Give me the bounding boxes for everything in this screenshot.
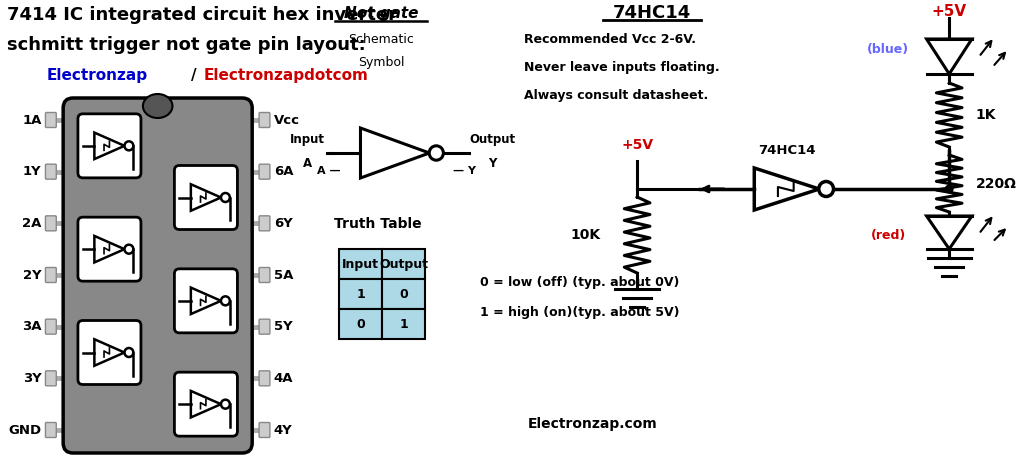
Ellipse shape (143, 94, 172, 118)
FancyBboxPatch shape (259, 422, 270, 437)
FancyBboxPatch shape (259, 267, 270, 283)
Text: 3Y: 3Y (23, 372, 42, 385)
Text: 4A: 4A (273, 372, 293, 385)
Text: 1: 1 (356, 288, 365, 301)
FancyBboxPatch shape (339, 249, 382, 279)
Text: /: / (191, 68, 197, 83)
Text: Y: Y (488, 156, 497, 170)
Circle shape (125, 245, 133, 254)
Circle shape (125, 348, 133, 357)
Text: +5V: +5V (622, 138, 653, 152)
Text: 0 = low (off) (typ. about 0V): 0 = low (off) (typ. about 0V) (479, 276, 679, 289)
Text: — Y: — Y (453, 166, 476, 176)
FancyBboxPatch shape (259, 112, 270, 128)
Text: Symbol: Symbol (358, 56, 404, 69)
Text: 5A: 5A (273, 268, 293, 282)
FancyBboxPatch shape (382, 249, 425, 279)
FancyBboxPatch shape (45, 164, 56, 179)
Text: Electronzap.com: Electronzap.com (528, 417, 657, 431)
FancyBboxPatch shape (45, 319, 56, 334)
Text: schmitt trigger not gate pin layout:: schmitt trigger not gate pin layout: (7, 36, 366, 54)
FancyBboxPatch shape (63, 98, 252, 453)
Text: 4Y: 4Y (273, 424, 293, 437)
Circle shape (945, 184, 953, 194)
Text: 6Y: 6Y (273, 217, 293, 230)
FancyBboxPatch shape (174, 372, 238, 436)
Text: 2A: 2A (23, 217, 42, 230)
Text: A: A (303, 156, 312, 170)
Text: 0: 0 (356, 318, 365, 331)
FancyBboxPatch shape (45, 267, 56, 283)
Text: 10K: 10K (570, 228, 601, 242)
Text: Schematic: Schematic (348, 33, 414, 46)
Text: 1K: 1K (976, 108, 996, 122)
Text: 1: 1 (399, 318, 409, 331)
Circle shape (221, 193, 229, 202)
Text: 0: 0 (399, 288, 409, 301)
FancyBboxPatch shape (45, 422, 56, 437)
Text: Input: Input (290, 132, 325, 146)
FancyBboxPatch shape (339, 309, 382, 339)
Text: Never leave inputs floating.: Never leave inputs floating. (524, 61, 720, 74)
Text: Output: Output (379, 258, 428, 271)
Text: 1A: 1A (23, 113, 42, 126)
Text: 74HC14: 74HC14 (612, 4, 691, 22)
Text: Recommended Vcc 2-6V.: Recommended Vcc 2-6V. (524, 33, 696, 46)
Text: Electronzap: Electronzap (46, 68, 147, 83)
FancyBboxPatch shape (259, 216, 270, 231)
FancyBboxPatch shape (174, 269, 238, 333)
Text: Input: Input (342, 258, 379, 271)
FancyBboxPatch shape (259, 164, 270, 179)
Text: Vcc: Vcc (273, 113, 300, 126)
Text: (red): (red) (870, 229, 906, 242)
Text: 7414 IC integrated circuit hex inverter: 7414 IC integrated circuit hex inverter (7, 6, 397, 24)
FancyBboxPatch shape (78, 217, 141, 281)
FancyBboxPatch shape (45, 112, 56, 128)
FancyBboxPatch shape (78, 114, 141, 178)
FancyBboxPatch shape (382, 309, 425, 339)
Text: +5V: +5V (932, 4, 967, 19)
Circle shape (125, 142, 133, 150)
Text: Electronzapdotcom: Electronzapdotcom (204, 68, 369, 83)
FancyBboxPatch shape (45, 371, 56, 386)
Text: (blue): (blue) (867, 42, 909, 55)
Text: 2Y: 2Y (23, 268, 42, 282)
Text: Truth Table: Truth Table (335, 217, 422, 231)
Text: 74HC14: 74HC14 (758, 144, 815, 157)
Circle shape (221, 400, 229, 408)
FancyBboxPatch shape (174, 165, 238, 230)
Text: 5Y: 5Y (273, 320, 293, 333)
Text: Always consult datasheet.: Always consult datasheet. (524, 89, 709, 102)
Circle shape (221, 296, 229, 305)
FancyBboxPatch shape (382, 279, 425, 309)
Text: 6A: 6A (273, 165, 293, 178)
Text: 1 = high (on)(typ. about 5V): 1 = high (on)(typ. about 5V) (479, 306, 679, 319)
Circle shape (819, 182, 834, 196)
Text: GND: GND (8, 424, 42, 437)
Text: A —: A — (317, 166, 341, 176)
Text: Output: Output (469, 132, 515, 146)
Text: 3A: 3A (22, 320, 42, 333)
FancyBboxPatch shape (259, 319, 270, 334)
FancyBboxPatch shape (45, 216, 56, 231)
Circle shape (429, 146, 443, 160)
Text: Not gate: Not gate (344, 6, 419, 21)
FancyBboxPatch shape (339, 279, 382, 309)
FancyBboxPatch shape (78, 320, 141, 384)
Text: 220Ω: 220Ω (976, 177, 1017, 190)
Text: 1Y: 1Y (23, 165, 42, 178)
FancyBboxPatch shape (259, 371, 270, 386)
